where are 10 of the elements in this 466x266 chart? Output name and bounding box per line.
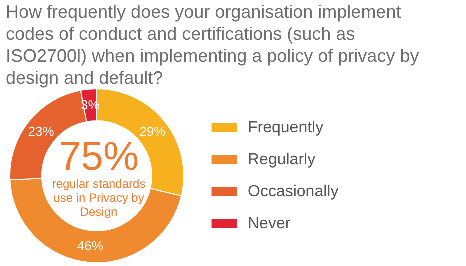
data-label: 46% <box>77 238 104 254</box>
data-label: 29% <box>140 124 166 139</box>
legend-label: Occasionally <box>248 184 339 200</box>
legend-label: Regularly <box>248 152 316 168</box>
legend-label: Frequently <box>248 120 324 136</box>
legend-label: Never <box>248 216 292 232</box>
chart-title: How frequently does your organisation implement codes of conduct and certifications (such as ISO2700l) when implementing a policy of privacy by design and default? <box>6 2 420 88</box>
text: 75% <box>58 135 140 179</box>
text: regular standards use in Privacy by Design <box>52 177 146 219</box>
data-label: 23% <box>28 124 55 139</box>
